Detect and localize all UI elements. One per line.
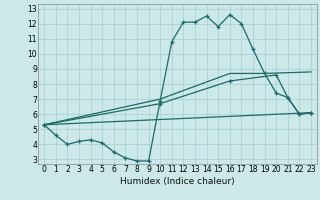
- X-axis label: Humidex (Indice chaleur): Humidex (Indice chaleur): [120, 177, 235, 186]
